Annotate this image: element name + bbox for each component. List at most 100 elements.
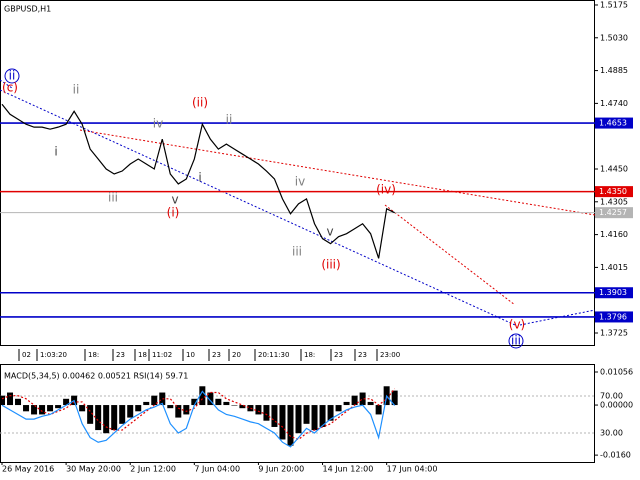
histogram-bar <box>135 405 142 412</box>
level-label: 1.3796 <box>599 312 627 321</box>
histogram-bar <box>23 405 30 412</box>
x-tick-label: 2 Jun 12:00 <box>130 465 176 474</box>
histogram-bar <box>223 401 230 406</box>
histogram-bar <box>15 398 22 406</box>
wave-label: iii <box>292 245 302 259</box>
time-marker: 11:02 <box>152 351 172 359</box>
y-tick-label: 1.4450 <box>600 164 628 173</box>
level-label: 1.4257 <box>599 208 627 217</box>
wave-label: v <box>171 193 178 207</box>
histogram-bar <box>39 405 46 415</box>
time-marker: 18 <box>138 351 147 359</box>
histogram-bar <box>263 405 270 421</box>
wave-label: (i) <box>167 206 180 220</box>
histogram-bar <box>0 395 5 406</box>
indicator-panel-frame <box>0 364 595 463</box>
wave-label: v <box>326 225 333 239</box>
wave-label: iii <box>108 191 118 205</box>
histogram-bar <box>79 405 86 412</box>
histogram-bar <box>183 405 190 415</box>
time-marker: 10 <box>186 351 195 359</box>
trend-line <box>79 129 596 216</box>
y-tick-label: 1.4160 <box>600 230 628 239</box>
wave-label: (c) <box>2 81 18 95</box>
time-marker: 23 <box>334 351 343 359</box>
trend-line <box>519 309 596 326</box>
histogram-bar <box>111 405 118 431</box>
x-tick-label: 9 Jun 20:00 <box>258 465 304 474</box>
wave-label: iv <box>295 175 305 189</box>
time-marker: 20:11:30 <box>258 351 289 359</box>
y-tick-label: 1.5030 <box>600 33 628 42</box>
wave-label: (v) <box>509 318 525 332</box>
histogram-bar <box>295 405 302 434</box>
wave-circle <box>4 68 20 84</box>
histogram-bar <box>247 405 254 412</box>
time-marker: 1:03:20 <box>40 351 67 359</box>
histogram-bar <box>31 405 38 415</box>
wave-label: iv <box>153 117 163 131</box>
y-tick-label: 1.3725 <box>600 329 628 338</box>
histogram-bar <box>47 405 54 412</box>
trend-line <box>384 204 516 306</box>
level-label: 1.4350 <box>599 187 627 196</box>
histogram-bar <box>95 405 102 431</box>
time-marker: 23 <box>358 351 367 359</box>
wave-label: ii <box>73 83 80 97</box>
x-tick-label: 26 May 2016 <box>2 465 54 474</box>
y2-tick-label: 70.00 <box>600 391 623 400</box>
y-tick-label: 0.00000 <box>600 401 633 410</box>
histogram-bar <box>127 405 134 418</box>
y-tick-label: 1.4885 <box>600 66 628 75</box>
histogram-bar <box>359 392 366 406</box>
histogram-bar <box>239 405 246 409</box>
level-label-box <box>595 207 633 219</box>
series-line <box>1 103 395 259</box>
x-tick-label: 14 Jun 12:00 <box>323 465 374 474</box>
level-label: 1.3903 <box>599 288 627 297</box>
histogram-bar <box>215 398 222 406</box>
x-tick-label: 7 Jun 04:00 <box>194 465 240 474</box>
histogram-bar <box>175 405 182 418</box>
wave-label: i <box>54 145 57 159</box>
y-tick-label: 1.4740 <box>600 99 628 108</box>
wave-label: (iii) <box>321 258 340 272</box>
y-tick-label: 1.4015 <box>600 263 628 272</box>
histogram-bar <box>167 405 174 409</box>
histogram-bar <box>143 401 150 406</box>
histogram-bar <box>271 405 278 427</box>
y2-tick-label: 30.00 <box>600 428 623 437</box>
wave-label: ii <box>226 113 233 127</box>
level-label-box <box>595 311 633 323</box>
indicator-title: MACD(5,34,5) 0.00462 0.00521 RSI(14) 59.… <box>4 372 188 381</box>
histogram-bar <box>231 405 238 406</box>
histogram-bar <box>391 390 398 406</box>
histogram-bar <box>199 386 206 406</box>
histogram-bar <box>103 405 110 434</box>
wave-label: iii <box>511 334 521 348</box>
trend-line <box>0 79 13 89</box>
x-tick-label: 17 Jun 04:00 <box>387 465 438 474</box>
wave-label: (ii) <box>192 96 208 110</box>
histogram-bar <box>119 405 126 424</box>
histogram-bar <box>191 398 198 406</box>
level-label-box <box>595 186 633 198</box>
wave-circle <box>508 333 524 349</box>
y-tick-label: 1.4305 <box>600 197 628 206</box>
time-marker: 20 <box>232 351 241 359</box>
series-line <box>1 390 396 448</box>
time-marker: 23 <box>212 351 221 359</box>
histogram-bar <box>151 395 158 406</box>
histogram-bar <box>311 405 318 431</box>
histogram-bar <box>287 405 294 446</box>
time-marker: 02 <box>22 351 31 359</box>
histogram-bar <box>343 401 350 406</box>
wave-label: ii <box>9 69 16 83</box>
histogram-bar <box>279 405 286 440</box>
y-tick-label: -0.0160 <box>600 451 631 460</box>
histogram-bar <box>159 392 166 406</box>
x-tick-label: 30 May 20:00 <box>66 465 121 474</box>
level-label-box <box>595 117 633 129</box>
